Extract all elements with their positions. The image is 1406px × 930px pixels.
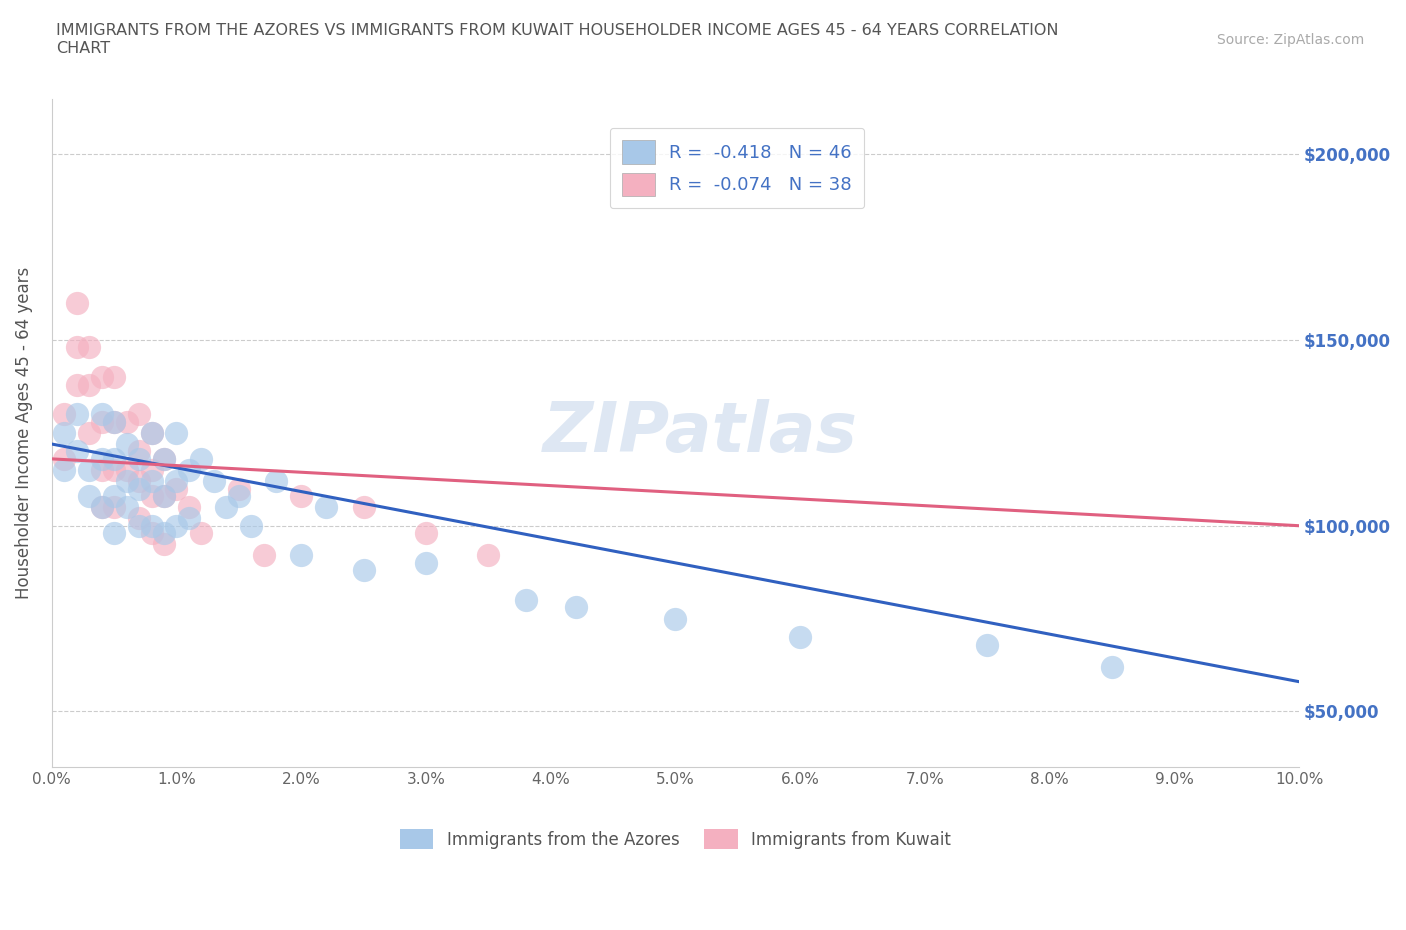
- Point: [177, 511, 200, 525]
- Point: [103, 414, 125, 429]
- Point: [103, 414, 125, 429]
- Point: [190, 525, 212, 540]
- Point: [128, 451, 150, 466]
- Point: [115, 414, 138, 429]
- Point: [66, 378, 89, 392]
- Legend: Immigrants from the Azores, Immigrants from Kuwait: Immigrants from the Azores, Immigrants f…: [394, 822, 957, 856]
- Point: [128, 481, 150, 496]
- Point: [1101, 659, 1123, 674]
- Point: [166, 518, 188, 533]
- Point: [177, 462, 200, 477]
- Point: [90, 370, 112, 385]
- Point: [141, 425, 163, 440]
- Point: [253, 548, 276, 563]
- Point: [141, 518, 163, 533]
- Point: [215, 499, 238, 514]
- Point: [789, 630, 811, 644]
- Point: [77, 488, 100, 503]
- Point: [153, 525, 176, 540]
- Point: [77, 462, 100, 477]
- Point: [77, 340, 100, 355]
- Point: [290, 488, 312, 503]
- Point: [141, 425, 163, 440]
- Point: [141, 473, 163, 488]
- Y-axis label: Householder Income Ages 45 - 64 years: Householder Income Ages 45 - 64 years: [15, 267, 32, 599]
- Point: [564, 600, 586, 615]
- Point: [166, 473, 188, 488]
- Point: [115, 436, 138, 451]
- Point: [240, 518, 263, 533]
- Point: [77, 378, 100, 392]
- Point: [90, 407, 112, 422]
- Point: [128, 473, 150, 488]
- Point: [190, 451, 212, 466]
- Point: [90, 414, 112, 429]
- Point: [264, 473, 287, 488]
- Point: [166, 425, 188, 440]
- Point: [53, 451, 76, 466]
- Point: [53, 407, 76, 422]
- Point: [664, 611, 686, 626]
- Point: [228, 481, 250, 496]
- Point: [115, 499, 138, 514]
- Point: [415, 555, 437, 570]
- Point: [128, 444, 150, 458]
- Point: [103, 525, 125, 540]
- Point: [290, 548, 312, 563]
- Text: IMMIGRANTS FROM THE AZORES VS IMMIGRANTS FROM KUWAIT HOUSEHOLDER INCOME AGES 45 : IMMIGRANTS FROM THE AZORES VS IMMIGRANTS…: [56, 23, 1059, 56]
- Point: [103, 451, 125, 466]
- Point: [90, 499, 112, 514]
- Point: [153, 451, 176, 466]
- Point: [228, 488, 250, 503]
- Point: [515, 592, 537, 607]
- Point: [141, 525, 163, 540]
- Point: [128, 511, 150, 525]
- Point: [202, 473, 225, 488]
- Point: [153, 537, 176, 551]
- Point: [177, 499, 200, 514]
- Point: [153, 488, 176, 503]
- Point: [103, 499, 125, 514]
- Point: [90, 499, 112, 514]
- Point: [128, 407, 150, 422]
- Point: [53, 462, 76, 477]
- Point: [153, 488, 176, 503]
- Point: [353, 563, 375, 578]
- Text: ZIPatlas: ZIPatlas: [543, 399, 858, 466]
- Point: [128, 518, 150, 533]
- Point: [477, 548, 499, 563]
- Point: [77, 425, 100, 440]
- Point: [66, 444, 89, 458]
- Point: [141, 488, 163, 503]
- Point: [66, 296, 89, 311]
- Point: [103, 488, 125, 503]
- Point: [66, 340, 89, 355]
- Point: [90, 462, 112, 477]
- Point: [103, 462, 125, 477]
- Point: [90, 451, 112, 466]
- Point: [66, 407, 89, 422]
- Text: Source: ZipAtlas.com: Source: ZipAtlas.com: [1216, 33, 1364, 46]
- Point: [115, 473, 138, 488]
- Point: [166, 481, 188, 496]
- Point: [53, 425, 76, 440]
- Point: [115, 462, 138, 477]
- Point: [353, 499, 375, 514]
- Point: [153, 451, 176, 466]
- Point: [141, 462, 163, 477]
- Point: [976, 637, 998, 652]
- Point: [103, 370, 125, 385]
- Point: [315, 499, 337, 514]
- Point: [415, 525, 437, 540]
